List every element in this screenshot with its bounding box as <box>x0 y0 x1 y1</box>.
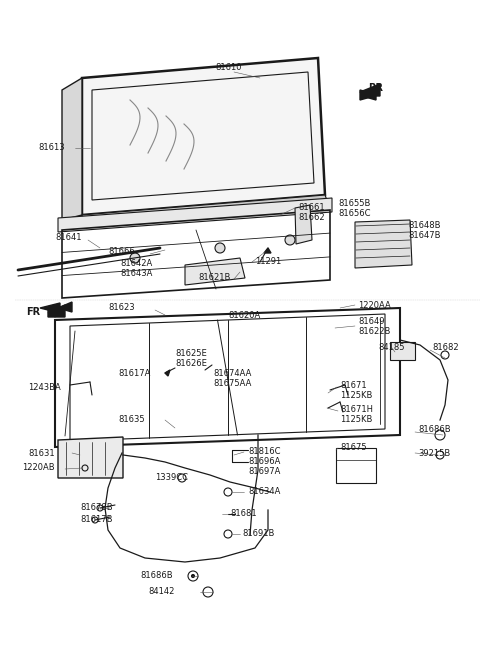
Text: 81666: 81666 <box>108 248 135 256</box>
Text: 84185: 84185 <box>378 344 405 353</box>
Text: 81678B: 81678B <box>80 503 113 512</box>
Text: 81675AA: 81675AA <box>213 378 252 388</box>
Polygon shape <box>360 90 378 100</box>
Text: 81625E: 81625E <box>175 350 207 359</box>
Polygon shape <box>82 195 330 228</box>
Text: 81696A: 81696A <box>248 457 280 466</box>
Circle shape <box>285 235 295 245</box>
Polygon shape <box>62 78 82 220</box>
Text: 81682: 81682 <box>432 344 458 353</box>
Text: 1125KB: 1125KB <box>340 390 372 399</box>
Polygon shape <box>362 90 376 100</box>
Polygon shape <box>355 220 412 268</box>
Text: 81686B: 81686B <box>418 426 451 434</box>
Polygon shape <box>58 302 72 312</box>
Polygon shape <box>165 370 170 376</box>
Text: 81631: 81631 <box>28 449 55 457</box>
Text: 81647B: 81647B <box>408 231 441 240</box>
Text: 39215B: 39215B <box>418 449 450 457</box>
Text: FR: FR <box>26 307 40 317</box>
Text: 1243BA: 1243BA <box>28 384 61 392</box>
Text: 81674AA: 81674AA <box>213 369 252 378</box>
Circle shape <box>215 243 225 253</box>
Text: 81648B: 81648B <box>408 221 441 229</box>
Circle shape <box>130 253 140 263</box>
Text: 81656C: 81656C <box>338 210 371 219</box>
Text: 81816C: 81816C <box>248 447 280 457</box>
Text: 81681: 81681 <box>230 509 257 518</box>
Text: 11291: 11291 <box>255 258 281 267</box>
Text: 81662: 81662 <box>298 214 324 223</box>
Text: 84142: 84142 <box>148 587 174 597</box>
Polygon shape <box>58 198 332 232</box>
Text: 1339CC: 1339CC <box>155 474 188 482</box>
Text: 81623: 81623 <box>108 304 134 313</box>
Bar <box>390 342 415 360</box>
Text: 81641: 81641 <box>55 233 82 242</box>
Polygon shape <box>82 58 325 215</box>
Text: 81675: 81675 <box>340 443 367 453</box>
Text: 81613: 81613 <box>38 143 65 152</box>
Text: 81697A: 81697A <box>248 468 280 476</box>
Polygon shape <box>264 248 271 253</box>
Text: 81671H: 81671H <box>340 405 373 415</box>
Text: 81686B: 81686B <box>140 570 173 579</box>
Circle shape <box>192 574 194 578</box>
Text: 81655B: 81655B <box>338 200 371 208</box>
Text: 81621B: 81621B <box>198 273 230 283</box>
Text: 1220AB: 1220AB <box>22 463 55 472</box>
Polygon shape <box>185 258 245 285</box>
Text: 81691B: 81691B <box>242 530 275 539</box>
Text: 81620A: 81620A <box>228 311 260 321</box>
Polygon shape <box>295 205 312 244</box>
Text: RR: RR <box>368 83 383 93</box>
Text: 81661: 81661 <box>298 204 324 212</box>
Text: 81610: 81610 <box>215 64 241 72</box>
Polygon shape <box>48 305 55 317</box>
Bar <box>336 448 376 483</box>
Polygon shape <box>40 303 60 313</box>
Text: 81617B: 81617B <box>80 516 112 524</box>
Text: 81643A: 81643A <box>120 269 152 279</box>
Text: 1125KB: 1125KB <box>340 415 372 424</box>
Text: 81671: 81671 <box>340 380 367 390</box>
Text: 81649: 81649 <box>358 317 384 327</box>
Text: 81635: 81635 <box>118 415 144 424</box>
Text: 81634A: 81634A <box>248 487 280 497</box>
Polygon shape <box>48 305 65 317</box>
Text: 81642A: 81642A <box>120 260 152 269</box>
Polygon shape <box>360 84 380 96</box>
Text: 1220AA: 1220AA <box>358 300 391 309</box>
Text: 81617A: 81617A <box>118 369 150 378</box>
Text: 81622B: 81622B <box>358 327 390 336</box>
Text: 81626E: 81626E <box>175 359 207 369</box>
Polygon shape <box>58 437 123 478</box>
